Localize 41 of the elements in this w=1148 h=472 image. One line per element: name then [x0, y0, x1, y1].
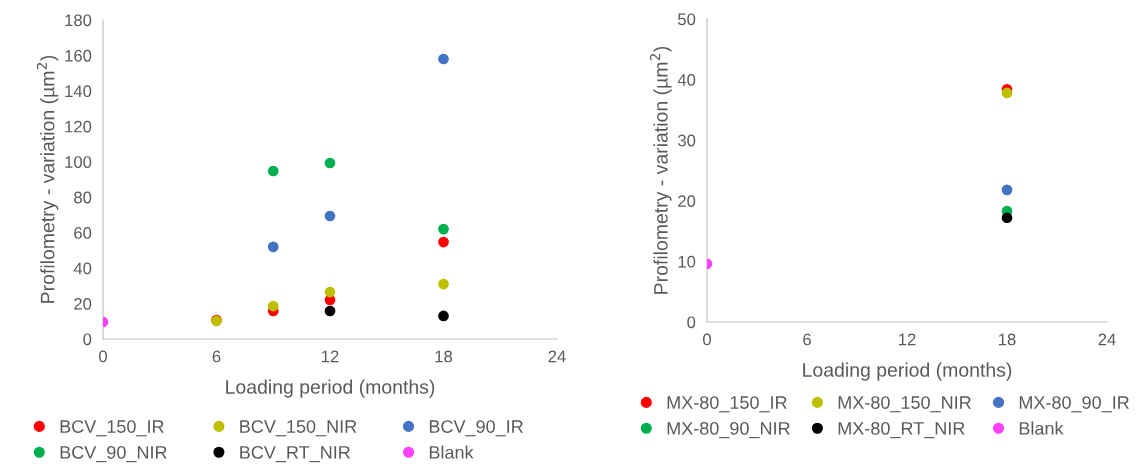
- x-tick-label: 6: [212, 350, 221, 363]
- x-tick-label: 24: [548, 350, 566, 363]
- legend-label: MX-80_150_NIR: [838, 396, 971, 413]
- legend-label: BCV_RT_NIR: [240, 445, 350, 463]
- y-axis-title: Profilometry - variation (µm$^{2}$): [650, 46, 672, 294]
- y-axis-title: Profilometry - variation (µm$^{2}$): [36, 55, 59, 303]
- legend-label: MX-80_150_IR: [667, 396, 787, 413]
- y-tick-label: 10: [678, 255, 696, 268]
- x-tick-label: 0: [703, 333, 711, 346]
- y-tick-label: 50: [678, 13, 696, 26]
- y-tick-label: 40: [677, 74, 696, 86]
- legend-label: Blank: [429, 445, 474, 459]
- y-tick-label: 120: [65, 120, 92, 133]
- x-axis-title: Loading period (months): [226, 379, 435, 398]
- legend-label: BCV_150_IR: [60, 420, 164, 437]
- legend-label: BCV_90_NIR: [60, 445, 167, 463]
- y-tick-label: 20: [678, 195, 696, 207]
- legend-label: BCV_150_NIR: [240, 420, 357, 437]
- x-axis-title: Loading period (months): [803, 362, 1012, 381]
- y-tick-label: 160: [65, 49, 92, 62]
- x-tick-label: 18: [999, 333, 1016, 346]
- legend-label: Blank: [1019, 421, 1064, 435]
- x-tick-label: 0: [99, 350, 107, 363]
- y-tick-label: 140: [65, 85, 92, 98]
- legend-label: BCV_90_IR: [429, 420, 523, 437]
- y-tick-label: 20: [74, 297, 92, 310]
- x-tick-label: 12: [322, 350, 339, 363]
- x-tick-label: 6: [803, 333, 811, 346]
- y-tick-label: 0: [687, 316, 696, 329]
- x-tick-label: 12: [899, 333, 916, 346]
- y-tick-label: 80: [74, 191, 92, 204]
- y-tick-label: 180: [65, 14, 92, 27]
- x-tick-label: 24: [1098, 333, 1116, 346]
- y-tick-label: 100: [65, 156, 92, 168]
- x-tick-label: 18: [435, 350, 453, 363]
- legend-label: MX-80_90_IR: [1019, 396, 1129, 413]
- y-tick-label: 30: [677, 134, 696, 147]
- y-tick-label: 40: [73, 262, 92, 275]
- y-tick-label: 60: [74, 227, 92, 239]
- legend-label: MX-80_90_NIR: [667, 421, 790, 439]
- legend-label: MX-80_RT_NIR: [838, 421, 965, 439]
